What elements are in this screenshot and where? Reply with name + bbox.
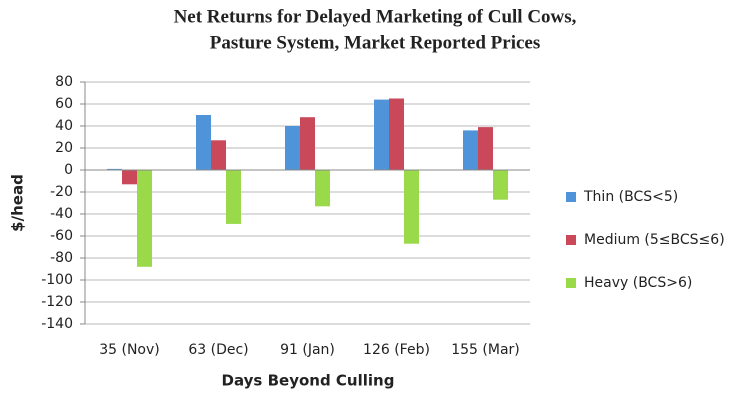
chart-title: Net Returns for Delayed Marketing of Cul… [174, 6, 577, 27]
y-tick-label: -20 [50, 184, 73, 200]
bar [493, 170, 508, 200]
bar [211, 140, 226, 170]
y-tick-label: 20 [55, 140, 73, 156]
bar [463, 130, 478, 170]
y-tick-label: -60 [50, 228, 73, 244]
bar [107, 168, 122, 170]
y-axis-title: $/head [9, 174, 27, 232]
legend-swatch [566, 192, 576, 202]
y-tick-label: -140 [41, 316, 73, 332]
legend-label: Heavy (BCS>6) [584, 275, 692, 291]
bar [478, 127, 493, 170]
x-tick-label: 35 (Nov) [99, 342, 160, 358]
legend-label: Medium (5≤BCS≤6) [584, 232, 725, 248]
bar [226, 170, 241, 224]
bar [285, 126, 300, 170]
bar [315, 170, 330, 207]
legend-label: Thin (BCS<5) [583, 189, 678, 205]
bar [389, 98, 404, 170]
bar [196, 115, 211, 170]
bar [137, 170, 152, 267]
y-tick-label: 40 [55, 118, 73, 134]
bar [122, 170, 137, 185]
bar [404, 170, 419, 244]
y-tick-label: 0 [64, 162, 73, 178]
y-tick-label: -100 [41, 272, 73, 288]
x-tick-label: 91 (Jan) [280, 342, 335, 358]
x-tick-label: 126 (Feb) [363, 342, 430, 358]
y-tick-label: -120 [41, 294, 73, 310]
legend-swatch [566, 278, 576, 288]
x-tick-label: 155 (Mar) [451, 342, 520, 358]
x-tick-label: 63 (Dec) [188, 342, 248, 358]
y-tick-label: -40 [50, 206, 73, 222]
bar [300, 117, 315, 170]
y-tick-label: -80 [50, 250, 73, 266]
bar [374, 99, 389, 170]
y-tick-label: 60 [55, 96, 73, 112]
x-axis-title: Days Beyond Culling [222, 372, 395, 390]
legend-swatch [566, 235, 576, 245]
chart-title: Pasture System, Market Reported Prices [210, 32, 540, 53]
y-tick-label: 80 [55, 74, 73, 90]
